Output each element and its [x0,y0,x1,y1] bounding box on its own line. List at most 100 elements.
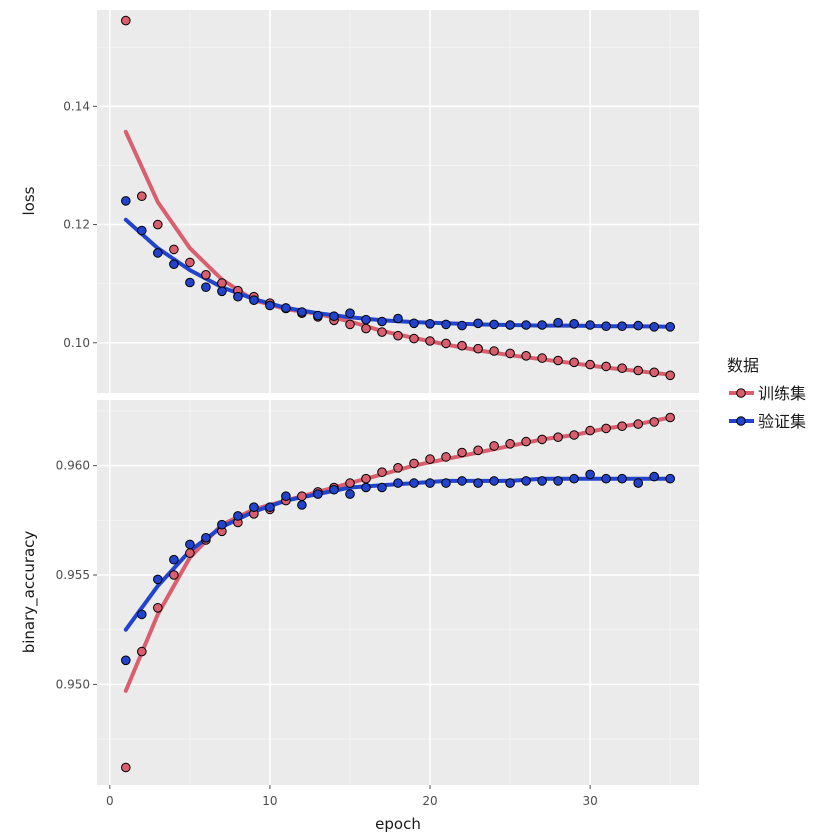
data-point-accuracy [409,458,419,469]
data-point-accuracy [217,519,227,530]
data-point-loss [281,303,291,313]
data-point-accuracy [537,476,547,486]
data-point-accuracy [665,412,676,423]
y-tick-label-accuracy: 0.955 [56,568,90,582]
data-point-loss [409,318,419,329]
data-point-loss [377,316,387,327]
data-point-loss [217,278,227,288]
data-point-loss [233,291,243,302]
legend-item-train: 训练集 [729,384,806,403]
data-point-loss [617,321,627,332]
data-point-accuracy [137,646,147,657]
data-point-accuracy [377,467,387,478]
data-point-accuracy [489,476,499,486]
data-point-loss [553,355,563,366]
data-point-loss [617,363,627,374]
data-point-accuracy [153,574,163,585]
data-point-accuracy [537,434,547,445]
y-tick-label-accuracy: 0.960 [56,459,90,473]
data-point-accuracy [345,478,355,488]
data-point-loss [153,219,163,230]
data-point-accuracy [585,469,595,480]
data-point-accuracy [457,447,467,458]
watermark-source: CSDN @拓端研究室 [640,816,796,836]
data-point-accuracy [249,502,259,513]
data-point-accuracy [633,419,644,429]
data-point-accuracy [521,476,531,486]
data-point-accuracy [569,473,579,484]
y-tick-label-loss: 0.14 [63,99,90,113]
data-point-accuracy [377,482,387,493]
data-point-accuracy [345,489,355,499]
data-point-loss [489,346,499,356]
y-axis-title-accuracy: binary_accuracy [20,531,39,654]
data-point-accuracy [649,471,660,482]
data-point-accuracy [441,452,451,462]
data-point-accuracy [393,463,403,473]
data-point-accuracy [473,445,483,456]
x-tick-label: 0 [106,794,114,808]
data-point-loss [537,353,547,363]
data-point-loss [361,314,371,325]
data-point-accuracy [585,425,595,436]
data-point-loss [521,320,531,330]
data-point-accuracy [121,655,131,666]
data-point-loss [169,259,179,270]
data-point-loss [329,311,339,322]
legend-label-train: 训练集 [758,384,806,403]
y-axis-title-loss: loss [20,186,38,215]
data-point-accuracy [361,482,371,493]
panel-accuracy-background [97,400,699,785]
data-point-loss [393,330,403,341]
point-layer [121,15,676,773]
data-point-accuracy [297,500,307,510]
data-point-loss [569,319,579,329]
data-point-accuracy [393,478,403,488]
legend-title: 数据 [727,356,759,375]
data-point-loss [441,338,451,349]
legend-key-point-train [736,388,746,398]
data-point-accuracy [665,473,676,484]
data-point-loss [521,351,531,361]
data-point-accuracy [633,478,644,488]
data-point-accuracy [601,423,611,434]
data-point-accuracy [601,473,611,484]
data-point-accuracy [569,430,579,440]
watermark-brand: 拓端数据部落 [687,792,789,812]
legend-key-point-val [736,416,746,426]
x-tick-label: 10 [262,794,277,808]
data-point-loss [441,319,451,330]
data-point-accuracy [265,502,275,513]
data-point-accuracy [201,533,211,543]
data-point-accuracy [505,478,515,488]
data-point-loss [217,286,227,297]
data-point-loss [473,343,483,354]
data-point-accuracy [457,476,467,486]
data-point-accuracy [505,439,515,449]
x-tick-label: 30 [582,794,597,808]
data-point-accuracy [617,473,627,484]
data-point-loss [649,367,660,378]
data-point-loss [121,15,131,26]
data-point-accuracy [313,489,323,499]
data-point-loss [649,322,660,332]
data-point-loss [169,244,179,255]
data-point-loss [553,317,563,328]
data-point-loss [537,320,547,330]
legend-item-val: 验证集 [729,412,806,431]
data-point-loss [297,307,307,317]
data-point-loss [457,340,467,351]
data-point-loss [345,308,355,319]
data-point-accuracy [137,609,147,620]
wechat-icon [651,789,680,811]
data-point-loss [185,277,195,288]
data-point-loss [249,295,259,306]
x-tick-label: 20 [422,794,437,808]
data-point-accuracy [121,762,131,773]
panel-loss-background [97,10,699,393]
legend: 数据 训练集 验证集 [727,356,806,431]
data-point-accuracy [169,570,179,580]
data-point-loss [265,300,275,311]
data-point-loss [665,322,676,332]
